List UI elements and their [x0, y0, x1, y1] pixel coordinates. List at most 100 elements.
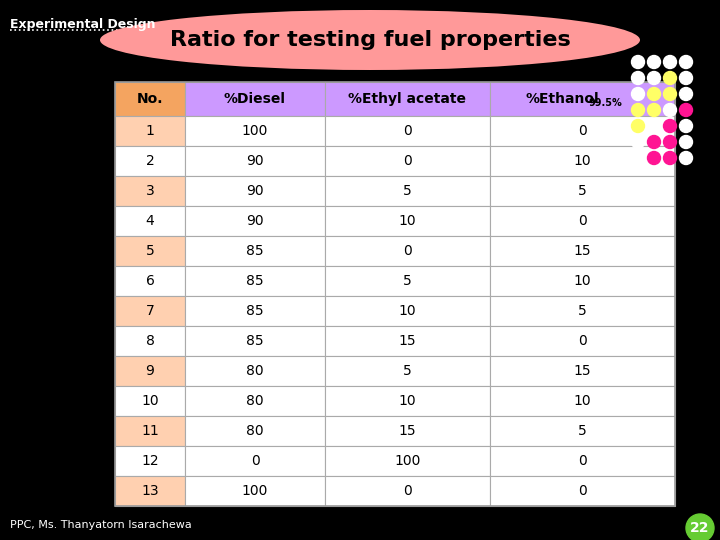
Text: 0: 0 [403, 244, 412, 258]
Bar [325, 416, 490, 446]
Text: 15: 15 [574, 244, 591, 258]
Ellipse shape [100, 10, 640, 70]
Text: 3: 3 [145, 184, 154, 198]
Text: 9: 9 [145, 364, 154, 378]
Text: 10: 10 [141, 394, 159, 408]
Bar [185, 416, 325, 446]
Circle shape [664, 119, 677, 132]
Circle shape [680, 71, 693, 84]
Bar [115, 326, 185, 356]
Text: No.: No. [137, 92, 163, 106]
Text: 4: 4 [145, 214, 154, 228]
Circle shape [647, 104, 660, 117]
Bar [115, 176, 185, 206]
Bar [115, 356, 185, 386]
Bar [490, 176, 675, 206]
Text: 15: 15 [574, 364, 591, 378]
Text: Ratio for testing fuel properties: Ratio for testing fuel properties [170, 30, 570, 50]
Text: 0: 0 [578, 124, 587, 138]
Bar [115, 386, 185, 416]
Text: 90: 90 [246, 154, 264, 168]
Text: 0: 0 [251, 454, 259, 468]
Text: 80: 80 [246, 394, 264, 408]
Text: 0: 0 [578, 214, 587, 228]
Text: 99.5%: 99.5% [589, 98, 622, 108]
Text: 80: 80 [246, 364, 264, 378]
Text: 0: 0 [578, 484, 587, 498]
Bar [490, 446, 675, 476]
Text: 5: 5 [578, 424, 587, 438]
Text: 0: 0 [403, 484, 412, 498]
Circle shape [680, 136, 693, 148]
Text: 11: 11 [141, 424, 159, 438]
Text: %Ethanol: %Ethanol [526, 92, 599, 106]
Bar [490, 146, 675, 176]
Bar [325, 176, 490, 206]
Bar [185, 326, 325, 356]
Text: 15: 15 [399, 424, 416, 438]
Circle shape [631, 71, 644, 84]
Bar [185, 206, 325, 236]
Text: 100: 100 [242, 124, 268, 138]
Bar [185, 296, 325, 326]
Circle shape [647, 136, 660, 148]
Circle shape [686, 514, 714, 540]
Circle shape [664, 87, 677, 100]
Text: PPC, Ms. Thanyatorn Isarachewa: PPC, Ms. Thanyatorn Isarachewa [10, 520, 192, 530]
Text: 10: 10 [574, 394, 591, 408]
Text: 5: 5 [145, 244, 154, 258]
Circle shape [631, 119, 644, 132]
Bar [185, 356, 325, 386]
Circle shape [647, 56, 660, 69]
Bar [115, 476, 185, 506]
Text: 85: 85 [246, 244, 264, 258]
Bar [115, 266, 185, 296]
Bar [490, 476, 675, 506]
Circle shape [680, 104, 693, 117]
Text: 5: 5 [403, 184, 412, 198]
Bar [115, 416, 185, 446]
Text: 7: 7 [145, 304, 154, 318]
Bar [185, 116, 325, 146]
Bar [325, 266, 490, 296]
Bar [185, 176, 325, 206]
Text: %Ethyl acetate: %Ethyl acetate [348, 92, 467, 106]
Circle shape [664, 56, 677, 69]
Circle shape [631, 87, 644, 100]
Text: 5: 5 [578, 184, 587, 198]
Bar [115, 146, 185, 176]
Bar [115, 206, 185, 236]
Circle shape [631, 136, 644, 148]
Circle shape [647, 119, 660, 132]
Bar [325, 116, 490, 146]
Text: 100: 100 [242, 484, 268, 498]
Bar [490, 236, 675, 266]
Text: 12: 12 [141, 454, 159, 468]
Bar [185, 146, 325, 176]
Text: 0: 0 [403, 124, 412, 138]
Text: 85: 85 [246, 334, 264, 348]
Text: 85: 85 [246, 304, 264, 318]
Text: 1: 1 [145, 124, 154, 138]
Bar [325, 146, 490, 176]
Text: 0: 0 [578, 454, 587, 468]
Bar [490, 326, 675, 356]
Bar [490, 356, 675, 386]
Text: 100: 100 [395, 454, 420, 468]
Bar [115, 236, 185, 266]
Text: 10: 10 [399, 214, 416, 228]
Bar [325, 236, 490, 266]
Bar [185, 476, 325, 506]
Bar [325, 446, 490, 476]
Text: 90: 90 [246, 184, 264, 198]
Bar [325, 386, 490, 416]
Text: 15: 15 [399, 334, 416, 348]
Text: 90: 90 [246, 214, 264, 228]
Bar [490, 206, 675, 236]
Bar [185, 386, 325, 416]
Bar [325, 82, 490, 116]
Circle shape [680, 152, 693, 165]
Bar [490, 116, 675, 146]
Text: 5: 5 [578, 304, 587, 318]
Circle shape [664, 71, 677, 84]
